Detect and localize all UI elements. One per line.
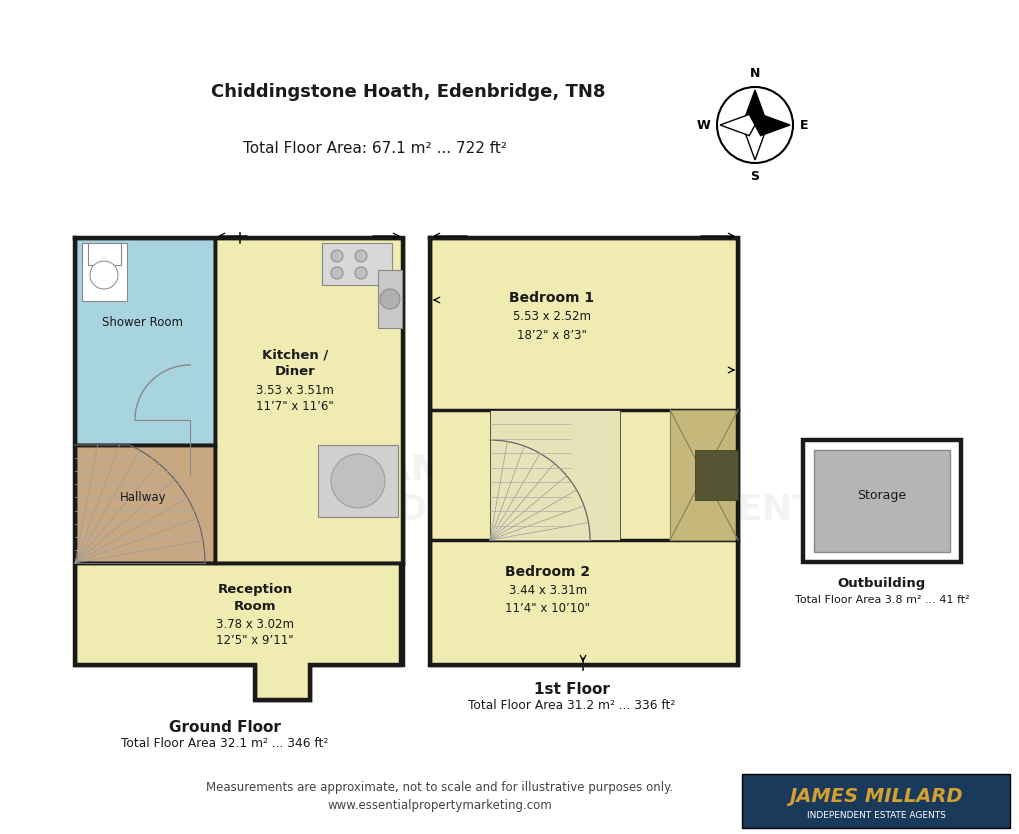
Text: E: E xyxy=(799,118,808,132)
Text: Outbuilding: Outbuilding xyxy=(837,577,925,590)
Text: 11’7" x 11’6": 11’7" x 11’6" xyxy=(256,399,333,413)
Text: Diner: Diner xyxy=(274,364,315,378)
Circle shape xyxy=(331,454,384,508)
Bar xyxy=(669,410,738,540)
Text: Chiddingstone Hoath, Edenbridge, TN8: Chiddingstone Hoath, Edenbridge, TN8 xyxy=(211,83,604,101)
Text: 12’5" x 9’11": 12’5" x 9’11" xyxy=(216,635,293,647)
Text: Measurements are approximate, not to scale and for illustrative purposes only.: Measurements are approximate, not to sca… xyxy=(206,781,673,795)
Text: S: S xyxy=(750,170,759,183)
Text: N: N xyxy=(749,67,759,80)
Polygon shape xyxy=(744,125,765,160)
Circle shape xyxy=(355,267,367,279)
Bar xyxy=(813,450,949,552)
Text: 3.53 x 3.51m: 3.53 x 3.51m xyxy=(256,384,333,396)
Bar xyxy=(694,450,738,500)
Text: Shower Room: Shower Room xyxy=(102,315,183,329)
Text: Storage: Storage xyxy=(857,489,906,501)
Bar xyxy=(75,445,215,563)
Text: 1st Floor: 1st Floor xyxy=(534,682,609,697)
Circle shape xyxy=(355,250,367,262)
Text: JAMES MILLARD: JAMES MILLARD xyxy=(789,786,962,806)
Bar xyxy=(322,243,391,285)
Bar xyxy=(741,774,1009,828)
Circle shape xyxy=(90,261,118,289)
Text: 3.44 x 3.31m: 3.44 x 3.31m xyxy=(508,585,587,597)
Text: Ground Floor: Ground Floor xyxy=(169,720,280,735)
Text: Total Floor Area 32.1 m² ... 346 ft²: Total Floor Area 32.1 m² ... 346 ft² xyxy=(121,737,328,750)
Circle shape xyxy=(331,267,342,279)
Bar xyxy=(489,410,620,540)
Bar xyxy=(378,270,401,328)
Bar xyxy=(88,243,121,265)
Text: 5.53 x 2.52m: 5.53 x 2.52m xyxy=(513,310,590,324)
Text: Bedroom 1: Bedroom 1 xyxy=(508,291,594,305)
Text: Total Floor Area 31.2 m² ... 336 ft²: Total Floor Area 31.2 m² ... 336 ft² xyxy=(468,699,675,712)
Text: Kitchen /: Kitchen / xyxy=(262,349,328,361)
Text: W: W xyxy=(696,118,709,132)
Bar xyxy=(430,238,738,665)
Text: Total Floor Area 3.8 m² ... 41 ft²: Total Floor Area 3.8 m² ... 41 ft² xyxy=(794,595,968,605)
Text: Total Floor Area: 67.1 m² ... 722 ft²: Total Floor Area: 67.1 m² ... 722 ft² xyxy=(243,140,506,155)
Text: Bedroom 2: Bedroom 2 xyxy=(505,565,590,579)
Text: Room: Room xyxy=(233,600,276,612)
Text: www.essentialpropertymarketing.com: www.essentialpropertymarketing.com xyxy=(327,800,552,812)
Circle shape xyxy=(380,289,399,309)
Text: JAMES MILLARD
INDEPENDENT ESTATE AGENTS: JAMES MILLARD INDEPENDENT ESTATE AGENTS xyxy=(217,454,843,527)
Text: Reception: Reception xyxy=(217,584,292,596)
Bar xyxy=(75,238,215,445)
Polygon shape xyxy=(744,90,765,125)
Text: INDEPENDENT ESTATE AGENTS: INDEPENDENT ESTATE AGENTS xyxy=(806,811,945,820)
Polygon shape xyxy=(719,114,754,136)
Text: 11’4" x 10’10": 11’4" x 10’10" xyxy=(505,602,590,615)
Bar xyxy=(215,238,403,563)
Text: 18’2" x 8’3": 18’2" x 8’3" xyxy=(517,329,586,341)
Bar xyxy=(802,440,960,562)
Bar xyxy=(318,445,397,517)
Text: Hallway: Hallway xyxy=(119,490,166,504)
Circle shape xyxy=(331,250,342,262)
Polygon shape xyxy=(754,114,789,136)
Text: 3.78 x 3.02m: 3.78 x 3.02m xyxy=(216,619,293,631)
Bar xyxy=(82,243,127,301)
Polygon shape xyxy=(75,563,399,700)
Circle shape xyxy=(716,87,792,163)
